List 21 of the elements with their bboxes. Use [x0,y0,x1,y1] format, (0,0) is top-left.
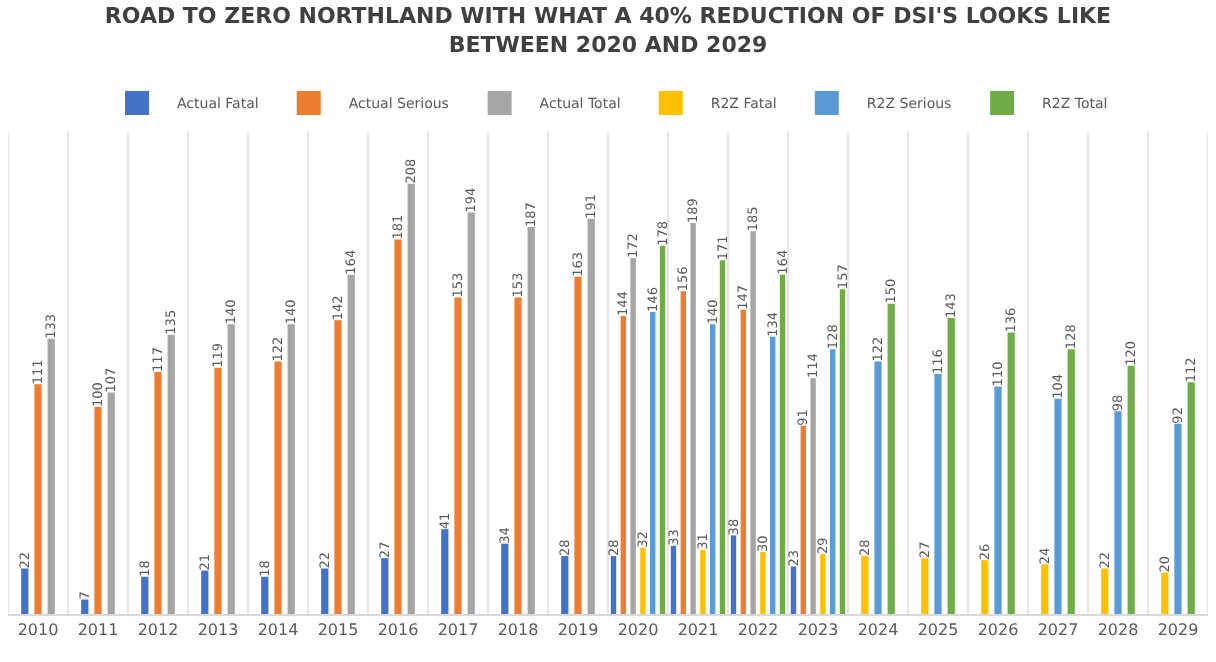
chart-title: ROAD TO ZERO NORTHLAND WITH WHAT A 40% REDUCTION OF DSI'S LOOKS LIKE BETWEEN 2020 AND 2029 [104,3,1112,58]
x-tick-label: 2010 [17,621,59,640]
x-tick-label: 2018 [497,621,539,640]
x-tick-label: 2021 [677,621,719,640]
x-tick-label: 2011 [77,621,119,640]
x-tick-label: 2020 [617,621,659,640]
x-tick-label: 2019 [557,621,599,640]
x-tick-label: 2026 [977,621,1019,640]
x-tick-label: 2014 [257,621,299,640]
x-tick-label: 2025 [917,621,959,640]
x-tick-label: 2029 [1157,621,1199,640]
x-tick-label: 2024 [857,621,899,640]
x-tick-label: 2023 [797,621,839,640]
x-tick-label: 2015 [317,621,359,640]
x-tick-label: 2022 [737,621,779,640]
x-tick-label: 2028 [1097,621,1139,640]
x-tick-label: 2016 [377,621,419,640]
x-tick-label: 2017 [437,621,479,640]
x-tick-label: 2013 [197,621,239,640]
x-tick-label: 2027 [1037,621,1079,640]
x-tick-label: 2012 [137,621,179,640]
